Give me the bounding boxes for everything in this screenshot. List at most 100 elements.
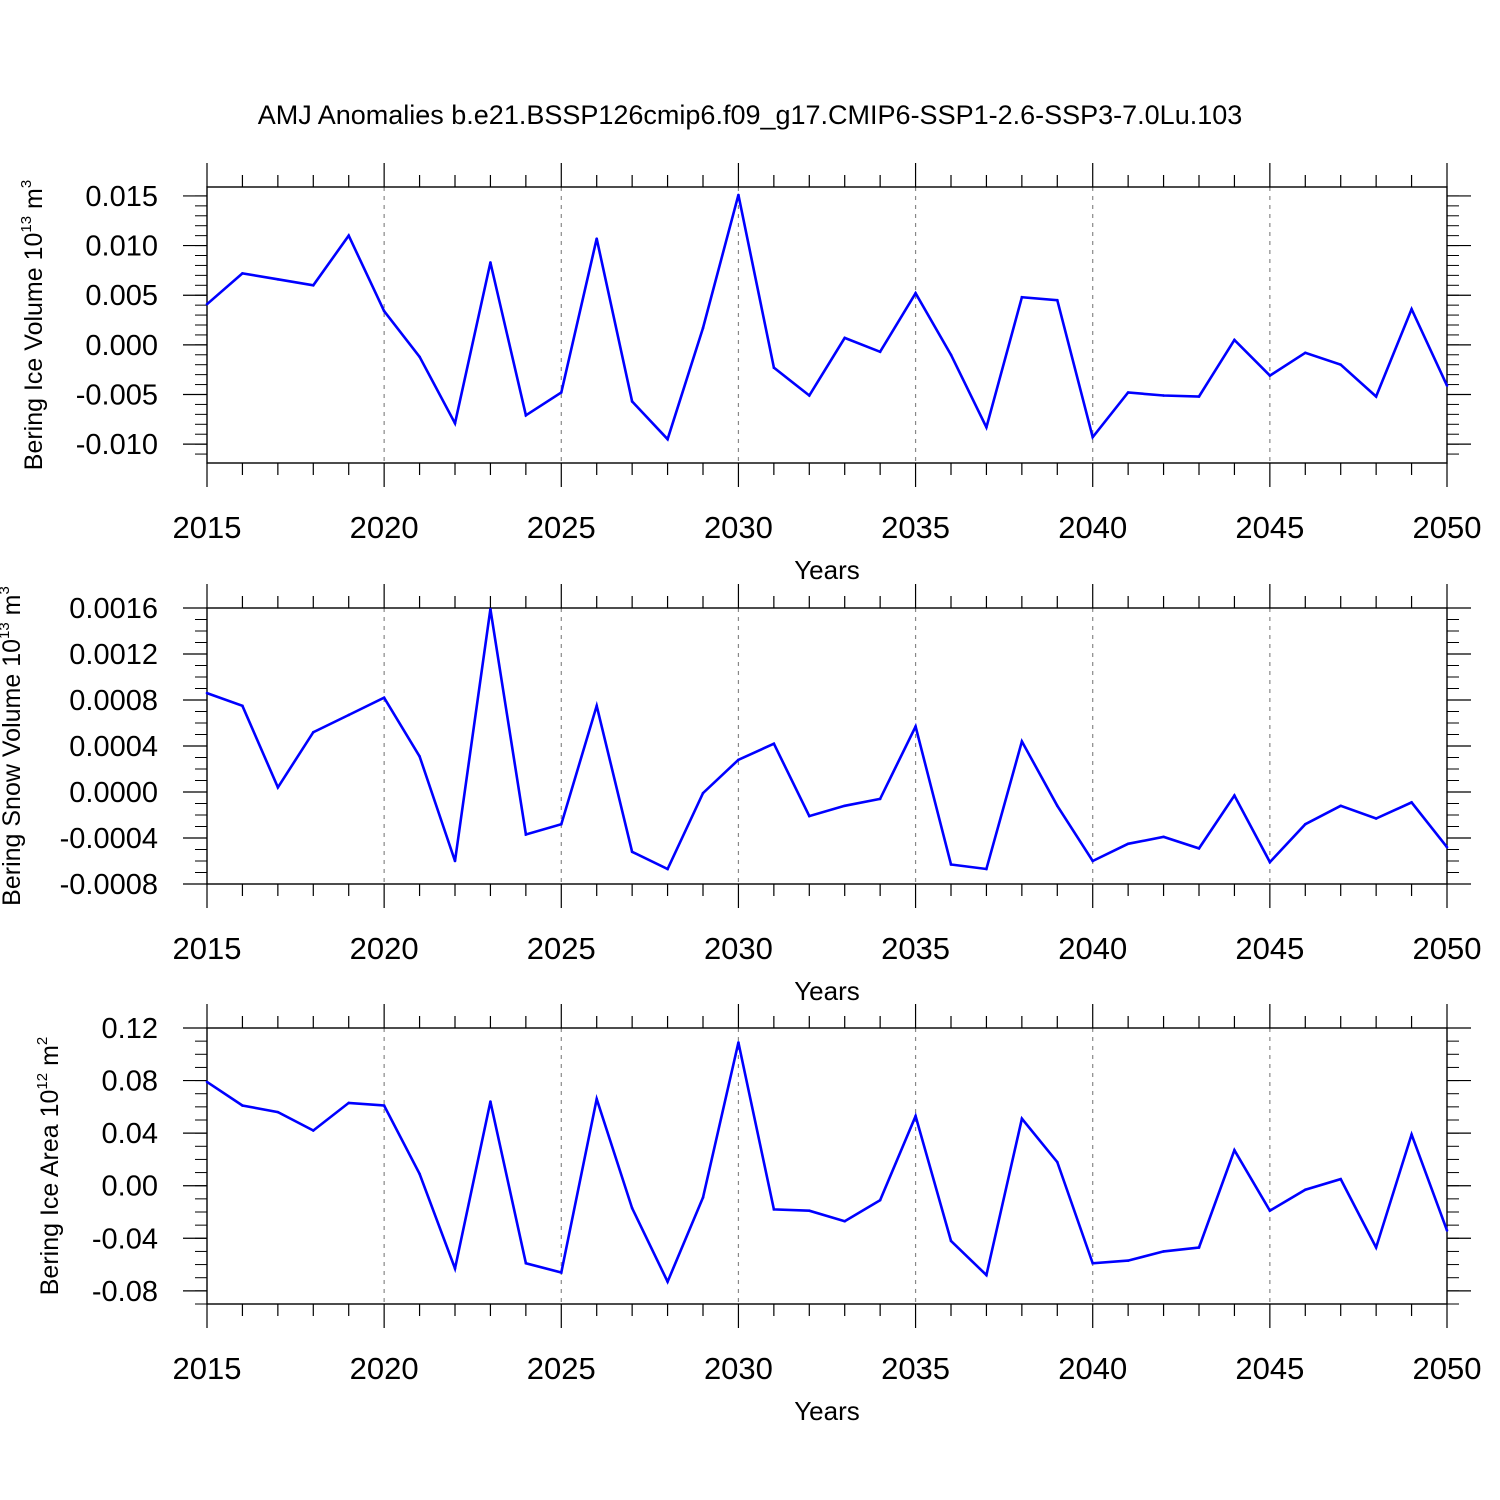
data-point — [1126, 391, 1130, 394]
data-point — [1445, 384, 1449, 387]
data-point — [1339, 363, 1343, 367]
data-point — [1055, 1160, 1059, 1164]
x-tick-label: 2040 — [1058, 931, 1127, 966]
data-point — [418, 355, 421, 359]
data-point — [1233, 1148, 1236, 1152]
data-point — [347, 713, 351, 717]
data-point — [205, 302, 209, 306]
series-line — [206, 194, 1449, 442]
y-tick-label: 0.0016 — [69, 593, 158, 625]
data-point — [276, 786, 280, 789]
data-point — [559, 822, 563, 826]
y-tick-label: 0.08 — [102, 1066, 158, 1098]
x-tick-label: 2030 — [704, 1351, 773, 1386]
data-point — [914, 291, 917, 295]
y-tick-label: -0.0004 — [60, 823, 158, 855]
data-point — [489, 1100, 492, 1103]
y-tick-label: 0.12 — [102, 1013, 158, 1045]
data-point — [1197, 847, 1201, 850]
data-point — [985, 425, 988, 429]
y-tick-label: -0.010 — [76, 429, 158, 461]
data-point — [311, 730, 315, 734]
data-point — [241, 272, 244, 275]
x-axis-label: Years — [794, 1396, 860, 1426]
y-tick-label: -0.04 — [92, 1223, 158, 1255]
data-point — [1020, 1117, 1024, 1120]
data-point — [1020, 740, 1024, 743]
data-point — [843, 336, 847, 340]
data-point — [559, 391, 563, 394]
data-point — [772, 366, 776, 369]
data-point — [311, 1129, 315, 1132]
data-point — [878, 797, 882, 801]
data-point — [347, 234, 351, 237]
x-tick-label: 2040 — [1058, 1351, 1127, 1386]
plot-frame — [206, 607, 1448, 885]
y-tick-label: -0.08 — [92, 1276, 158, 1308]
data-point — [524, 1261, 528, 1265]
data-point — [1410, 307, 1413, 311]
data-point — [843, 1219, 847, 1223]
data-point — [453, 859, 457, 863]
data-point — [772, 742, 776, 745]
chart-title: AMJ Anomalies b.e21.BSSP126cmip6.f09_g17… — [258, 100, 1243, 130]
data-point — [807, 814, 811, 818]
data-point — [453, 421, 457, 425]
data-point — [1126, 842, 1130, 846]
data-point — [1091, 1261, 1095, 1265]
data-point — [914, 1114, 917, 1118]
y-tick-label: 0.005 — [85, 280, 158, 312]
data-point — [666, 867, 669, 871]
data-point — [1339, 804, 1343, 808]
x-axis-label: Years — [794, 976, 860, 1006]
data-point — [595, 237, 599, 240]
data-point — [559, 1271, 563, 1274]
plot-frame — [206, 186, 1448, 464]
data-point — [737, 758, 740, 762]
y-tick-label: 0.0000 — [69, 777, 158, 809]
y-axis-label: Bering Ice Area 1012 m2 — [34, 1037, 64, 1296]
series-line — [206, 1042, 1449, 1285]
data-point — [1055, 804, 1059, 808]
data-point — [595, 1097, 599, 1101]
data-point — [807, 394, 811, 397]
x-tick-label: 2050 — [1413, 1351, 1482, 1386]
data-point — [985, 1273, 988, 1277]
data-point — [382, 696, 386, 699]
x-tick-label: 2035 — [881, 510, 950, 545]
data-point — [985, 867, 988, 871]
data-point — [807, 1209, 811, 1212]
data-point — [1162, 1250, 1165, 1253]
data-point — [1233, 794, 1236, 797]
y-tick-label: 0.000 — [85, 330, 158, 362]
y-tick-label: 0.010 — [85, 231, 158, 263]
data-point — [737, 193, 740, 197]
y-tick-label: 0.0012 — [69, 639, 158, 671]
x-tick-label: 2020 — [350, 510, 419, 545]
y-tick-label: 0.00 — [102, 1171, 158, 1203]
data-point — [1091, 859, 1095, 863]
data-point — [205, 691, 209, 695]
data-point — [1410, 801, 1413, 804]
x-tick-label: 2025 — [527, 931, 596, 966]
data-point — [524, 414, 528, 417]
data-point — [1091, 435, 1095, 439]
series-line — [206, 608, 1449, 871]
y-axis-label: Bering Snow Volume 1013 m3 — [0, 586, 26, 906]
y-tick-label: -0.005 — [76, 379, 158, 411]
data-point — [1374, 395, 1378, 398]
data-point — [737, 1041, 740, 1044]
x-tick-label: 2045 — [1235, 510, 1304, 545]
y-tick-label: 0.0008 — [69, 685, 158, 717]
data-point — [276, 278, 280, 281]
data-point — [1055, 298, 1059, 302]
data-point — [666, 1280, 669, 1283]
y-tick-label: 0.0004 — [69, 731, 158, 763]
data-point — [1126, 1259, 1130, 1262]
data-point — [630, 400, 634, 403]
data-point — [347, 1101, 351, 1105]
data-point — [453, 1267, 457, 1270]
y-tick-label: 0.015 — [85, 181, 158, 213]
x-tick-label: 2050 — [1413, 510, 1482, 545]
